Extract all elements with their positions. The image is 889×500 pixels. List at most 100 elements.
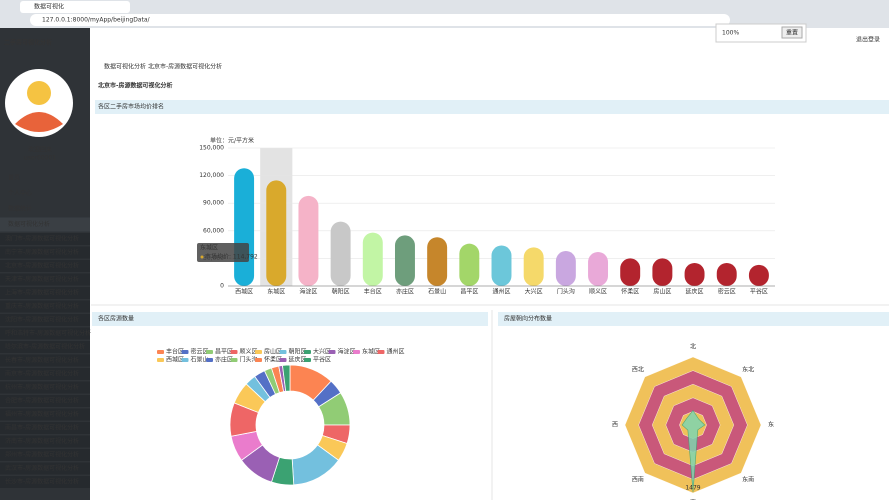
axis-label: 东: [768, 421, 774, 429]
bar: [298, 195, 319, 286]
city-label: 南昌市-房源数据可视化分析: [5, 424, 79, 432]
legend-swatch[interactable]: [206, 350, 213, 354]
bar: [652, 258, 673, 286]
bar: [684, 263, 705, 286]
legend-swatch[interactable]: [157, 350, 164, 354]
legend-swatch[interactable]: [304, 358, 311, 362]
bar: [748, 264, 769, 286]
bar: [330, 221, 351, 286]
zoom-level: 100%: [722, 30, 739, 37]
legend-swatch[interactable]: [255, 358, 262, 362]
city-link[interactable]: [0, 314, 90, 326]
x-tick-label: 东城区: [267, 288, 285, 296]
legend-swatch[interactable]: [279, 350, 287, 354]
bar: [588, 251, 609, 286]
city-link[interactable]: [0, 260, 90, 272]
city-label: 武汉市-房源数据可视化分析: [5, 464, 79, 472]
legend-label: 通州区: [387, 348, 405, 356]
bar: [394, 235, 415, 286]
menu-item[interactable]: [0, 217, 90, 232]
city-link[interactable]: [0, 462, 90, 475]
x-tick-label: 通州区: [492, 288, 510, 296]
city-label: 北京市-房源数据可视化分析: [5, 262, 79, 270]
legend-swatch[interactable]: [255, 350, 262, 354]
city-link[interactable]: [0, 422, 90, 434]
city-link[interactable]: [0, 327, 90, 340]
tooltip-dot: [200, 255, 204, 259]
city-link[interactable]: [0, 273, 90, 286]
legend-swatch[interactable]: [157, 358, 164, 362]
city-link[interactable]: [0, 395, 90, 407]
city-link[interactable]: [0, 246, 90, 259]
reset-button[interactable]: [781, 26, 803, 39]
city-link[interactable]: [0, 449, 90, 461]
city-link[interactable]: [0, 435, 90, 448]
axis-label: 西北: [632, 365, 644, 373]
legend-label: 延庆区: [289, 356, 307, 364]
x-tick-label: 石景山: [428, 288, 446, 296]
logout[interactable]: 退出登录: [856, 36, 880, 44]
city-label: 郑州市-房源数据可视化分析: [5, 451, 79, 459]
city-link[interactable]: [0, 408, 90, 421]
panel-title: 房屋朝向分布数量: [504, 315, 552, 323]
menu-item[interactable]: [0, 171, 90, 185]
city-label: 杭州市-房源数据可视化分析: [5, 383, 79, 391]
bar: [362, 232, 383, 286]
menu-item[interactable]: [0, 202, 90, 216]
x-tick-label: 亦庄区: [396, 288, 414, 296]
city-label: 南宁市-房源数据可视化分析: [5, 248, 79, 256]
bar: [555, 251, 576, 286]
address-bar[interactable]: [30, 14, 730, 26]
menu-item[interactable]: [0, 186, 90, 201]
axis-label: 东北: [742, 365, 754, 373]
city-link[interactable]: [0, 354, 90, 367]
legend-swatch[interactable]: [353, 350, 360, 354]
legend-label: 顺义区: [240, 349, 258, 356]
city-link[interactable]: [0, 300, 90, 313]
legend-swatch[interactable]: [230, 358, 238, 362]
city-label: 南京市-房源数据可视化分析: [5, 370, 79, 378]
city-link[interactable]: [0, 287, 90, 299]
legend-swatch[interactable]: [230, 350, 238, 354]
legend-label: 昌平区: [215, 349, 233, 356]
x-tick-label: 大兴区: [525, 288, 543, 296]
axis-label: 东南: [742, 476, 754, 484]
legend-swatch[interactable]: [206, 358, 213, 362]
legend-swatch[interactable]: [181, 358, 189, 362]
x-tick-label: 昌平区: [460, 289, 478, 296]
city-link[interactable]: [0, 476, 90, 488]
menu-label: 首页: [8, 174, 20, 182]
panel-header: [92, 312, 488, 326]
tab[interactable]: [20, 1, 130, 13]
city-label: 济南市-房源数据可视化分析: [5, 437, 79, 445]
menu-label: 数据统计: [8, 205, 32, 213]
city-link[interactable]: [0, 233, 90, 245]
legend-swatch[interactable]: [181, 350, 189, 354]
x-tick-label: 房山区: [653, 288, 671, 296]
pie-slice: [282, 364, 291, 392]
city-label: 天津市-房源数据可视化分析: [5, 275, 79, 283]
city-link[interactable]: [0, 368, 90, 380]
city-link[interactable]: [0, 381, 90, 394]
bar: [427, 237, 448, 286]
panel-title: 各区房源数量: [98, 315, 134, 323]
tooltip-text: 市场均价: 114,792: [205, 253, 258, 261]
city-link[interactable]: [0, 341, 90, 353]
city-label: 上海市-房源数据可视化分析: [5, 289, 79, 297]
legend-label: 亦庄区: [215, 356, 233, 364]
menu-label: 个人中心: [8, 189, 32, 197]
tooltip-title: 东城区: [200, 244, 218, 252]
x-tick-label: 西城区: [235, 289, 253, 296]
legend-swatch[interactable]: [328, 350, 336, 354]
legend-swatch[interactable]: [279, 358, 287, 362]
url: 127.0.0.1:8000/myApp/beijingData/: [42, 17, 151, 24]
legend-label: 怀柔区: [264, 356, 282, 364]
legend-label: 东城区: [362, 348, 380, 356]
bar: [266, 180, 287, 286]
unit: 单位：元/平方米: [210, 137, 254, 145]
bar: [459, 243, 480, 286]
legend-swatch[interactable]: [377, 350, 385, 354]
legend-swatch[interactable]: [304, 350, 311, 354]
city-label: 重庆市-房源数据可视化分析: [5, 302, 79, 310]
data-label: 1479: [685, 485, 700, 492]
